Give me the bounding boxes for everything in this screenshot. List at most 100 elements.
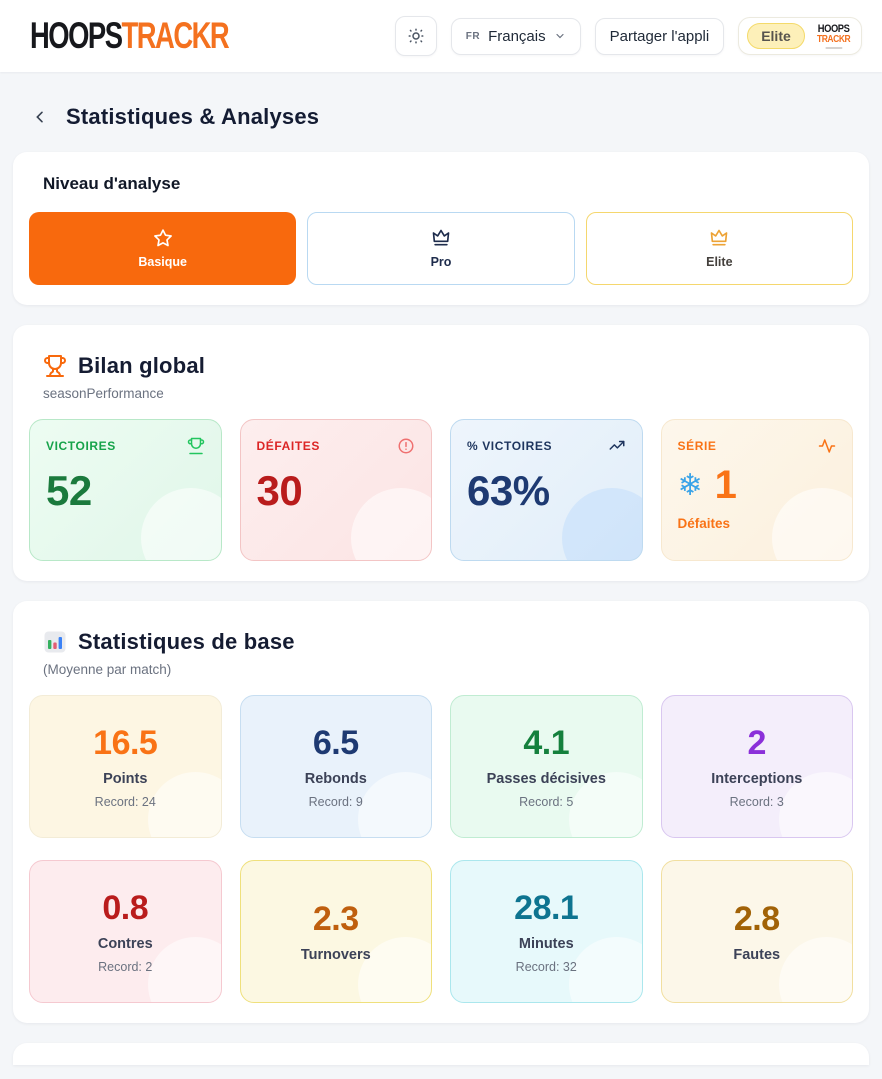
stat-value: 28.1: [514, 889, 579, 927]
plan-badge: Elite: [747, 23, 805, 49]
stat-record: Record: 24: [94, 795, 156, 809]
level-option-label: Basique: [138, 255, 187, 269]
mini-logo-trackr: TRACKR: [816, 33, 851, 45]
back-button[interactable]: [30, 107, 50, 127]
stat-value: 16.5: [93, 724, 158, 762]
star-icon: [153, 228, 173, 248]
wins-value: 52: [46, 467, 92, 514]
analysis-level-options: Basique Pro Elite: [29, 212, 853, 285]
page-title: Statistiques & Analyses: [66, 104, 320, 129]
stat-card-turnovers: 2.3 Turnovers: [239, 860, 432, 1003]
snowflake-icon: ❄: [677, 468, 703, 502]
alert-circle-icon: [397, 437, 415, 455]
language-label: Français: [488, 27, 546, 45]
stat-card-minutes: 28.1 Minutes Record: 32: [450, 860, 643, 1003]
stat-label: Rebonds: [304, 771, 367, 787]
header-controls: FR Français Partager l'appli Elite HOOPS…: [394, 16, 862, 56]
stat-label: Interceptions: [711, 771, 803, 787]
base-stats-panel: Statistiques de base (Moyenne par match)…: [13, 601, 869, 1023]
stat-card-points: 16.5 Points Record: 24: [29, 695, 222, 838]
season-summary-heading: Bilan global: [43, 353, 853, 379]
stat-card-fautes: 2.8 Fautes: [660, 860, 853, 1003]
losses-card: DÉFAITES 30: [239, 419, 432, 561]
losses-label: DÉFAITES: [256, 439, 320, 453]
bar-chart-icon: [43, 630, 67, 654]
stat-record: Record: 3: [729, 795, 784, 809]
analysis-level-panel: Niveau d'analyse Basique Pro Elite: [13, 152, 869, 305]
stat-record: Record: 9: [308, 795, 363, 809]
stat-value: 2: [747, 724, 767, 762]
card-decoration: [568, 937, 642, 1002]
plan-badge-container[interactable]: Elite HOOPS TRACKR: [738, 17, 862, 55]
stat-card-contres: 0.8 Contres Record: 2: [29, 860, 222, 1003]
card-decoration: [147, 772, 221, 837]
app-header: HOOPS TRACKR FR Français Partager l'appli…: [0, 0, 882, 72]
analysis-level-title: Niveau d'analyse: [43, 174, 181, 193]
stat-value: 0.8: [102, 889, 149, 927]
card-decoration: [779, 937, 853, 1002]
streak-value: 1: [714, 463, 737, 507]
card-decoration: [358, 772, 432, 837]
trophy-icon: [187, 437, 205, 455]
streak-label: SÉRIE: [677, 439, 717, 453]
main-content: Statistiques & Analyses Niveau d'analyse…: [0, 104, 882, 1065]
level-option-label: Elite: [706, 255, 733, 269]
stat-label: Turnovers: [300, 947, 371, 963]
stat-value: 2.8: [733, 900, 780, 938]
base-stats-title: Statistiques de base: [78, 629, 295, 654]
mini-logo-underline: [824, 46, 842, 49]
chevron-down-icon: [554, 30, 566, 42]
chevron-left-icon: [32, 109, 48, 125]
level-option-label: Pro: [430, 255, 452, 269]
crown-icon: [709, 228, 729, 248]
stat-label: Fautes: [733, 947, 781, 963]
crown-icon: [431, 228, 451, 248]
season-summary-grid: VICTOIRES 52 DÉFAITES: [29, 419, 853, 561]
stat-label: Contres: [97, 936, 153, 952]
stat-label: Minutes: [518, 936, 574, 952]
stat-card-rebonds: 6.5 Rebonds Record: 9: [239, 695, 432, 838]
page-title-row: Statistiques & Analyses: [13, 104, 869, 130]
stat-card-passes-decisives: 4.1 Passes décisives Record: 5: [450, 695, 643, 838]
wins-card: VICTOIRES 52: [29, 419, 222, 561]
logo-part-trackr: TRACKR: [121, 15, 229, 56]
sun-icon: [407, 27, 425, 45]
level-option-pro[interactable]: Pro: [307, 212, 575, 285]
base-stats-heading: Statistiques de base: [43, 629, 853, 655]
stat-label: Points: [103, 771, 148, 787]
win-percentage-value: 63%: [467, 467, 550, 514]
activity-icon: [818, 437, 836, 455]
win-percentage-card: % VICTOIRES 63%: [450, 419, 643, 561]
stat-value: 2.3: [312, 900, 359, 938]
trending-up-icon: [608, 437, 626, 455]
app-logo: HOOPS TRACKR: [30, 15, 230, 57]
mini-logo: HOOPS TRACKR: [816, 23, 851, 49]
next-panel-partial: [13, 1043, 869, 1065]
trophy-icon: [43, 354, 67, 378]
streak-sublabel: Défaites: [677, 516, 731, 531]
language-code: FR: [465, 30, 481, 42]
stat-value: 6.5: [312, 724, 359, 762]
stat-record: Record: 2: [98, 960, 153, 974]
win-percentage-label: % VICTOIRES: [467, 439, 553, 453]
base-stats-subtitle: (Moyenne par match): [43, 662, 172, 677]
stat-label: Passes décisives: [486, 771, 606, 787]
share-app-label: Partager l'appli: [609, 27, 710, 45]
season-summary-panel: Bilan global seasonPerformance VICTOIRES…: [13, 325, 869, 581]
language-selector[interactable]: FR Français: [450, 17, 581, 55]
stat-card-interceptions: 2 Interceptions Record: 3: [660, 695, 853, 838]
stat-record: Record: 5: [519, 795, 574, 809]
streak-card: SÉRIE ❄ 1 Défaites: [660, 419, 853, 561]
season-summary-title: Bilan global: [78, 353, 206, 378]
losses-value: 30: [256, 467, 303, 514]
level-option-basique[interactable]: Basique: [29, 212, 297, 285]
season-summary-subtitle: seasonPerformance: [43, 386, 164, 401]
level-option-elite[interactable]: Elite: [585, 212, 853, 285]
base-stats-grid: 16.5 Points Record: 24 6.5 Rebonds Recor…: [29, 695, 853, 1003]
theme-toggle-button[interactable]: [394, 16, 437, 56]
wins-label: VICTOIRES: [46, 439, 116, 453]
stat-value: 4.1: [523, 724, 570, 762]
stat-record: Record: 32: [515, 960, 577, 974]
share-app-button[interactable]: Partager l'appli: [594, 17, 725, 55]
card-decoration: [147, 937, 221, 1002]
